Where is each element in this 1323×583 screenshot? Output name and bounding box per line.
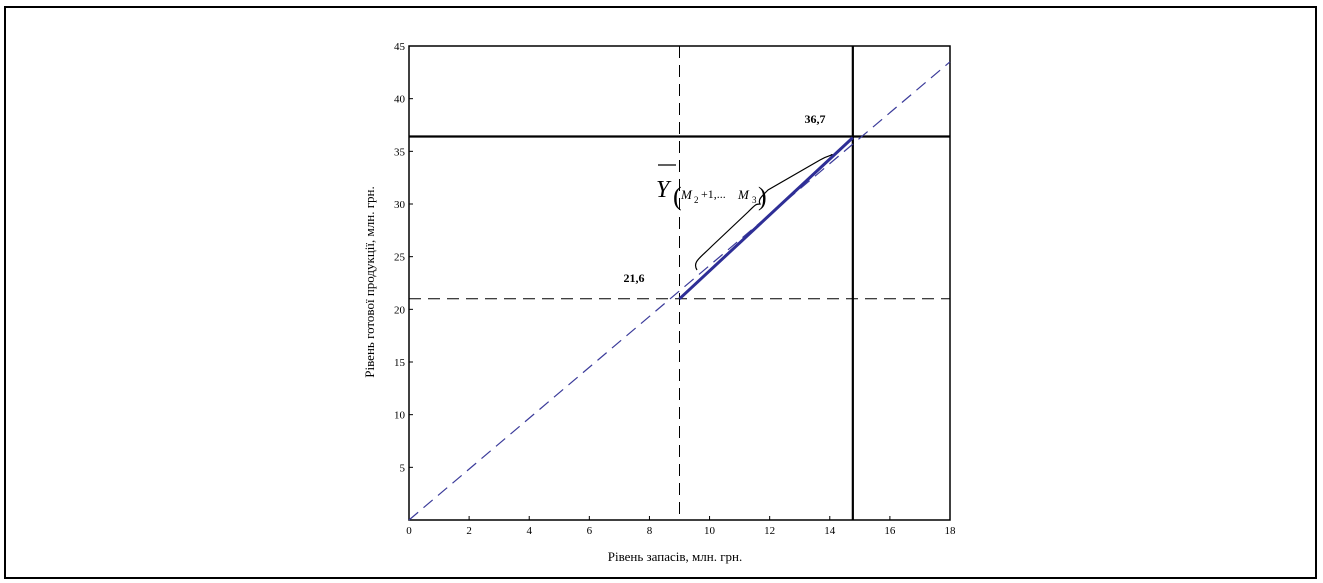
x-tick-label: 16 — [884, 525, 896, 537]
y-tick-label: 35 — [394, 146, 406, 158]
x-tick-label: 2 — [466, 525, 472, 537]
subscript-m2: M — [680, 187, 693, 202]
brace-path — [694, 153, 833, 271]
chart-frame — [4, 6, 1317, 579]
x-tick-label: 4 — [526, 525, 532, 537]
upper-value-label: 36,7 — [805, 112, 826, 126]
paren-open: ( — [673, 182, 682, 211]
y-tick-label: 10 — [394, 410, 406, 422]
x-tick-label: 6 — [587, 525, 593, 537]
y-tick-label: 5 — [400, 462, 406, 474]
subscript-3: 3 — [752, 195, 757, 205]
y-tick-label: 20 — [394, 304, 406, 316]
y-tick-label: 40 — [394, 94, 406, 106]
reference-lines — [409, 46, 950, 520]
lower-value-label: 21,6 — [624, 271, 645, 285]
dashed-diagonal-line — [408, 61, 951, 521]
series-layer — [408, 61, 951, 521]
paren-close: ) — [758, 182, 767, 211]
solid-series-line — [678, 136, 854, 300]
x-tick-label: 0 — [406, 525, 412, 537]
subscript-middle: +1,... — [701, 187, 726, 201]
brace-symbol: Y — [656, 177, 672, 203]
x-tick-label: 18 — [945, 525, 957, 537]
x-tick-label: 8 — [647, 525, 653, 537]
subscript-m3: M — [737, 187, 750, 202]
x-tick-label: 12 — [764, 525, 775, 537]
y-tick-label: 45 — [394, 41, 406, 53]
x-tick-label: 14 — [824, 525, 836, 537]
y-axis-label: Рівень готової продукції, млн. грн. — [362, 186, 377, 377]
tick-labels: 0 2 4 6 8 10 12 14 16 18 5 10 15 20 25 30 35 40 45 — [394, 41, 956, 537]
x-tick-label: 10 — [704, 525, 716, 537]
y-tick-label: 25 — [394, 252, 406, 264]
subscript-2: 2 — [694, 195, 699, 205]
y-tick-label: 15 — [394, 357, 406, 369]
y-tick-label: 30 — [394, 199, 406, 211]
x-axis-label: Рівень запасів, млн. грн. — [608, 549, 743, 564]
